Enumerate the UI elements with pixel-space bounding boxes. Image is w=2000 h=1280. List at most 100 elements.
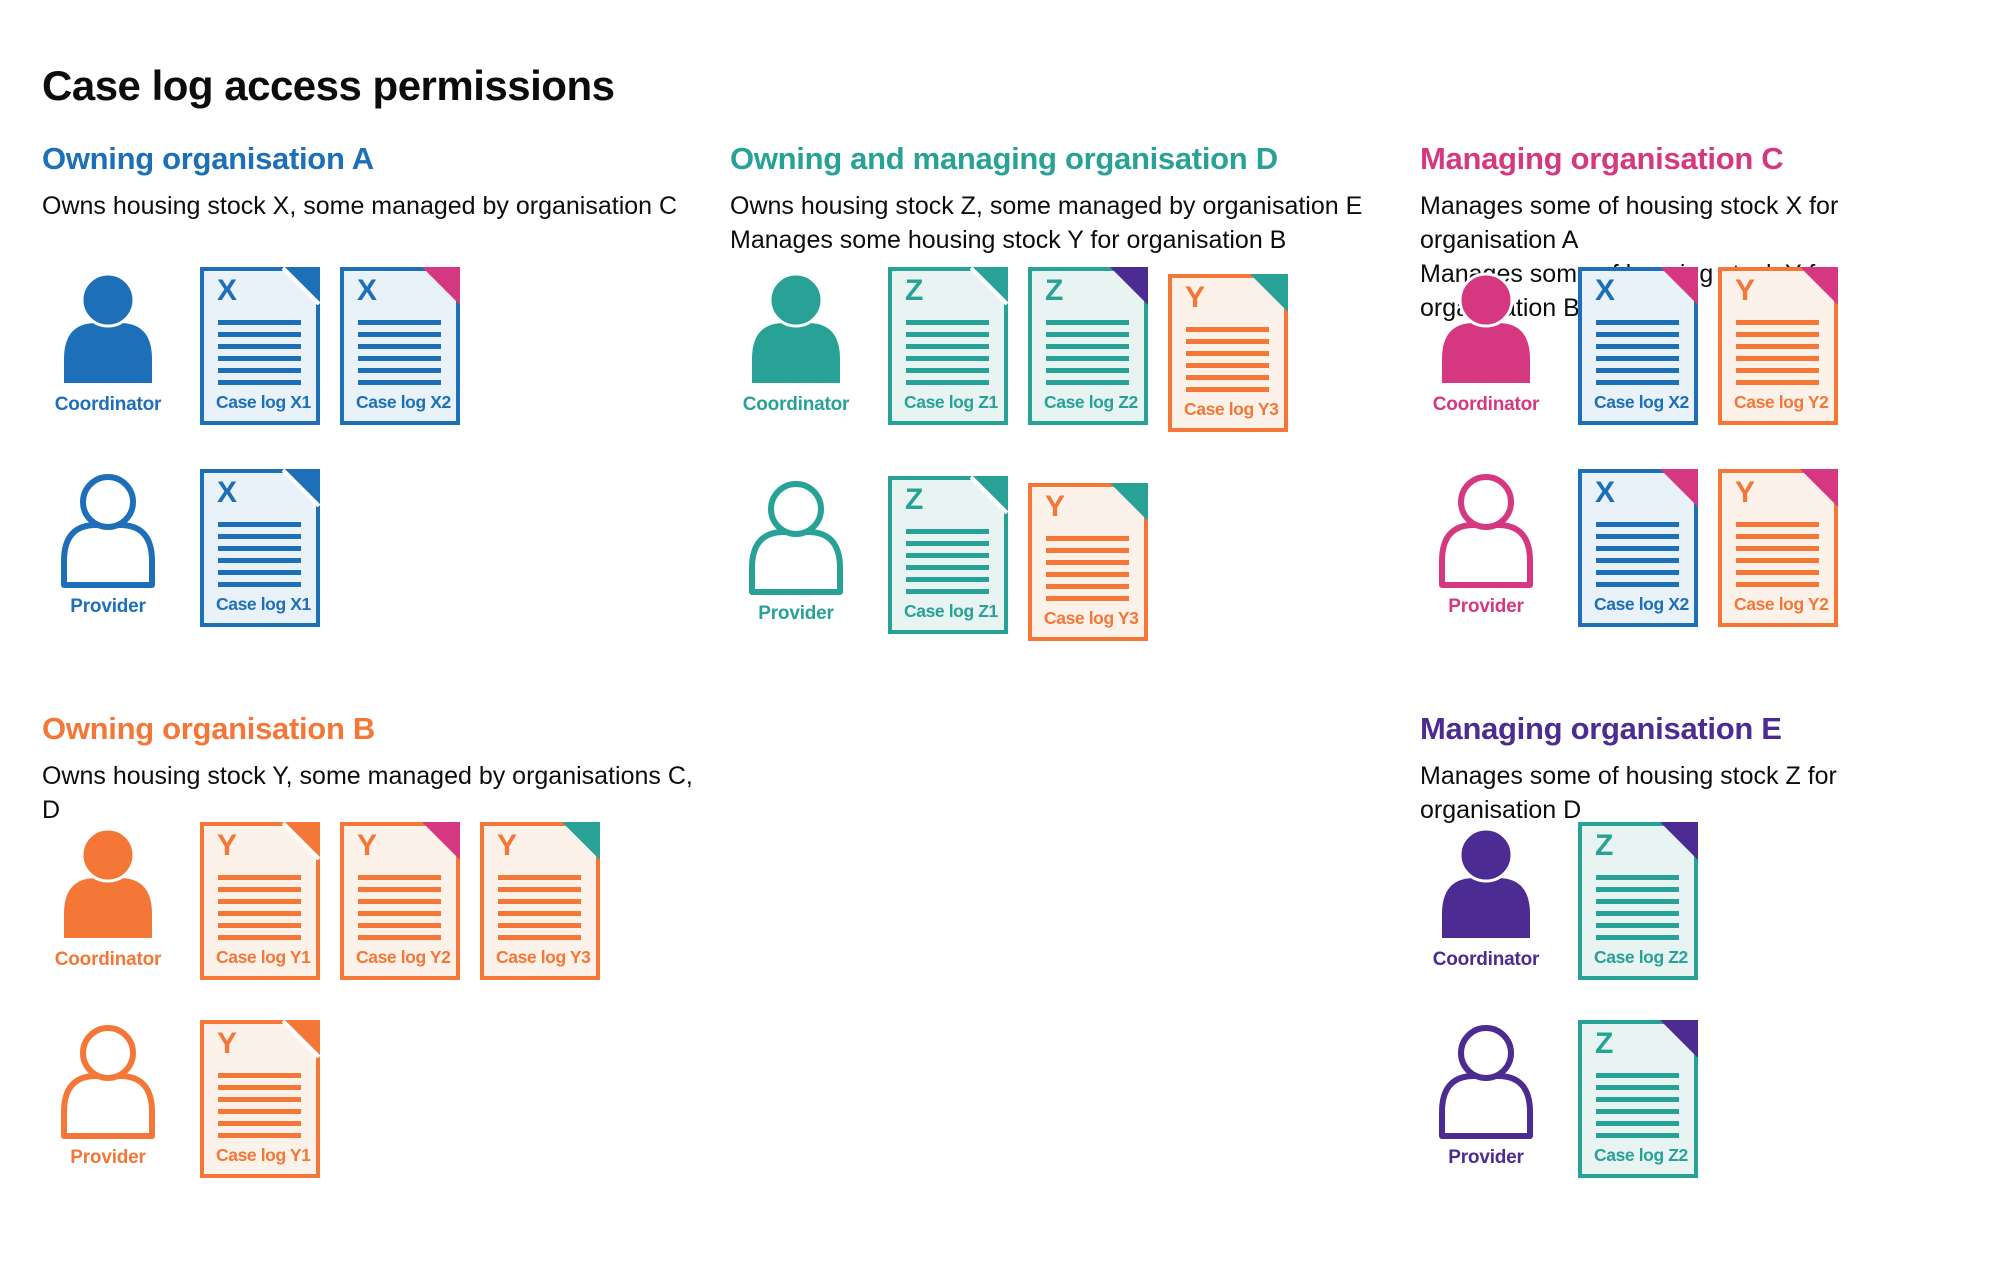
doc-stock-letter: Z xyxy=(1595,829,1614,862)
coordinator-row: Coordinator Y Case log Y1 Y Case log Y2 Y Case… xyxy=(42,822,702,980)
doc-text-lines xyxy=(218,522,301,587)
doc-label: Case log Y2 xyxy=(1734,594,1829,614)
section-title: Owning organisation A xyxy=(42,141,374,176)
doc-stock-letter: Z xyxy=(905,483,924,516)
case-log-list: Z Case log Z2 xyxy=(1578,1020,1698,1178)
doc-text-line xyxy=(1596,344,1679,349)
provider-row: Provider X Case log X1 xyxy=(42,469,702,627)
doc-text-line xyxy=(1596,534,1679,539)
case-log-doc: X Case log X1 xyxy=(200,469,320,627)
doc-text-line xyxy=(358,344,441,349)
doc-text-line xyxy=(1186,351,1269,356)
doc-text-line xyxy=(358,332,441,337)
section-title: Managing organisation E xyxy=(1420,711,1782,746)
doc-label: Case log X2 xyxy=(1594,594,1689,614)
folded-corner-icon xyxy=(1250,274,1288,312)
coordinator-row: Coordinator X Case log X1 X Case log X2 xyxy=(42,267,702,425)
case-log-list: Z Case log Z2 xyxy=(1578,822,1698,980)
provider-person-icon xyxy=(61,474,155,588)
doc-stock-letter: Y xyxy=(357,829,378,862)
doc-text-line xyxy=(1186,375,1269,380)
folded-corner-icon xyxy=(1660,822,1698,860)
doc-label: Case log X1 xyxy=(216,392,311,412)
doc-text-line xyxy=(1736,368,1819,373)
doc-text-line xyxy=(1596,332,1679,337)
doc-text-line xyxy=(1596,582,1679,587)
doc-text-line xyxy=(358,923,441,928)
case-log-doc: Y Case log Y3 xyxy=(1028,483,1148,641)
doc-label: Case log Y2 xyxy=(356,947,451,967)
section-title: Owning organisation B xyxy=(42,711,375,746)
doc-label: Case log Z2 xyxy=(1594,1145,1688,1165)
doc-label: Case log X2 xyxy=(356,392,451,412)
doc-text-line xyxy=(906,553,989,558)
folded-corner-icon xyxy=(562,822,600,860)
folded-corner-icon xyxy=(1800,469,1838,507)
doc-text-line xyxy=(1596,923,1679,928)
doc-text-line xyxy=(218,368,301,373)
doc-text-line xyxy=(906,541,989,546)
doc-text-line xyxy=(906,332,989,337)
doc-stock-letter: Y xyxy=(217,1027,238,1060)
role-label: Provider xyxy=(1448,1147,1524,1168)
doc-text-line xyxy=(498,875,581,880)
doc-text-line xyxy=(1186,327,1269,332)
section-organisation-c: Managing organisation C Manages some of h… xyxy=(1420,141,1980,671)
doc-text-line xyxy=(358,875,441,880)
doc-text-line xyxy=(1596,368,1679,373)
folded-corner-icon xyxy=(1800,267,1838,305)
provider-row: Provider Z Case log Z1 Y Case log Y3 xyxy=(730,476,1390,641)
provider-person-icon xyxy=(1439,1025,1533,1139)
doc-text-line xyxy=(218,1097,301,1102)
doc-text-line xyxy=(1596,546,1679,551)
doc-stock-letter: Y xyxy=(1735,274,1756,307)
doc-text-line xyxy=(1596,1121,1679,1126)
case-log-list: Z Case log Z1 Y Case log Y3 xyxy=(888,476,1148,641)
folded-corner-icon xyxy=(970,476,1008,514)
doc-text-line xyxy=(218,320,301,325)
case-log-list: X Case log X1 xyxy=(200,469,320,627)
doc-text-line xyxy=(1736,570,1819,575)
doc-text-line xyxy=(218,1109,301,1114)
doc-text-lines xyxy=(498,875,581,940)
case-log-doc: X Case log X2 xyxy=(1578,267,1698,425)
doc-stock-letter: X xyxy=(217,476,238,509)
doc-label: Case log Z2 xyxy=(1594,947,1688,967)
case-log-doc: Z Case log Z2 xyxy=(1028,267,1148,425)
doc-stock-letter: Z xyxy=(905,274,924,307)
doc-label: Case log Z1 xyxy=(904,392,998,412)
doc-text-line xyxy=(1046,536,1129,541)
provider-block: Provider xyxy=(730,476,862,625)
doc-text-line xyxy=(218,935,301,940)
role-label: Coordinator xyxy=(54,949,162,970)
folded-corner-icon xyxy=(282,469,320,507)
doc-text-line xyxy=(218,534,301,539)
doc-text-lines xyxy=(1596,1073,1679,1138)
case-log-doc: Z Case log Z2 xyxy=(1578,1020,1698,1178)
doc-text-line xyxy=(1596,380,1679,385)
doc-stock-letter: Y xyxy=(1185,281,1206,314)
case-log-doc: Z Case log Z1 xyxy=(888,476,1008,634)
provider-block: Provider xyxy=(42,1020,174,1169)
doc-text-line xyxy=(1596,1133,1679,1138)
coordinator-block: Coordinator xyxy=(1420,267,1552,416)
section-header: Owning organisation A Owns housing stock … xyxy=(42,141,702,267)
doc-text-line xyxy=(1596,522,1679,527)
folded-corner-icon xyxy=(282,267,320,305)
doc-text-line xyxy=(218,570,301,575)
doc-text-lines xyxy=(1736,522,1819,587)
doc-text-line xyxy=(218,1085,301,1090)
case-log-doc: Y Case log Y1 xyxy=(200,1020,320,1178)
section-title: Owning and managing organisation D xyxy=(730,141,1278,176)
doc-text-line xyxy=(1046,320,1129,325)
doc-text-line xyxy=(218,546,301,551)
provider-person-icon xyxy=(61,1025,155,1139)
doc-text-line xyxy=(1736,356,1819,361)
doc-stock-letter: Z xyxy=(1595,1027,1614,1060)
doc-text-line xyxy=(906,529,989,534)
section-organisation-e: Managing organisation E Manages some of h… xyxy=(1420,711,1980,1218)
doc-stock-letter: X xyxy=(217,274,238,307)
page-title: Case log access permissions xyxy=(42,62,615,110)
doc-text-line xyxy=(498,935,581,940)
folded-corner-icon xyxy=(422,267,460,305)
